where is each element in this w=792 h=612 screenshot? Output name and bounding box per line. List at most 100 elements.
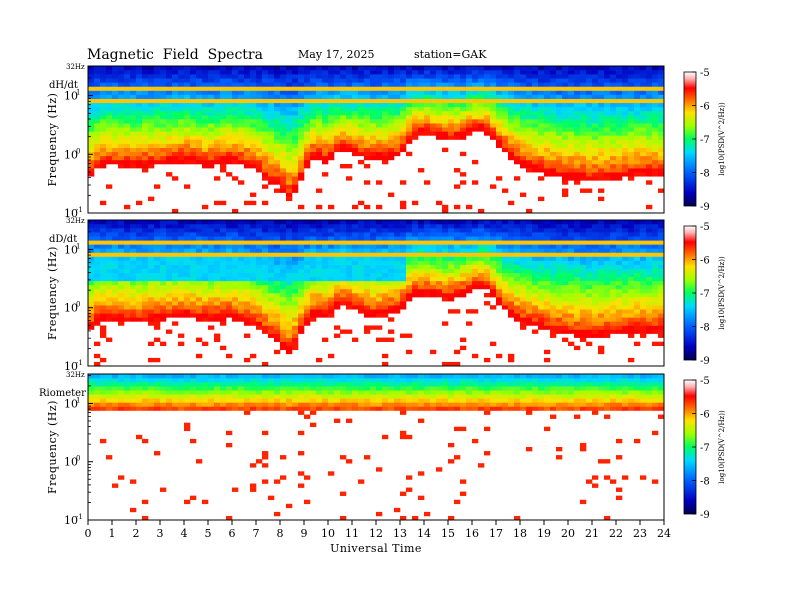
spectrogram-cell <box>268 139 275 144</box>
spectrogram-cell <box>256 94 263 99</box>
spectrogram-cell <box>634 244 641 249</box>
spectrogram-cell <box>148 232 155 237</box>
spectrogram-cell <box>436 256 443 261</box>
spectrogram-cell <box>388 135 395 140</box>
spectrogram-cell <box>340 256 347 261</box>
spectrogram-cell <box>616 293 623 298</box>
spectrogram-cell <box>598 244 605 249</box>
spectrogram-cell <box>226 106 233 112</box>
spectrogram-cell <box>304 82 311 87</box>
spectrogram-cell <box>394 86 401 91</box>
spectrogram-cell <box>196 305 203 310</box>
spectrogram-cell <box>658 66 665 71</box>
spectrogram-cell <box>202 248 209 253</box>
spectrogram-cell <box>100 155 107 161</box>
spectrogram-cell <box>100 90 107 95</box>
y-tick-label: 10 <box>64 360 78 373</box>
spectrogram-cell <box>376 82 383 87</box>
spectrogram-cell <box>604 147 611 153</box>
spectrogram-cell <box>166 305 173 310</box>
spectrogram-cell <box>592 151 599 157</box>
spectrogram-cell <box>616 240 623 245</box>
spectrogram-cell <box>220 86 227 91</box>
spectrogram-cell <box>574 240 581 245</box>
spectrogram-cell <box>94 123 101 128</box>
spectrogram-cell <box>640 74 647 79</box>
spectrogram-cell <box>244 224 251 229</box>
spectrogram-cell <box>298 176 305 181</box>
spectrogram-cell <box>544 70 551 75</box>
spectrogram-cell <box>622 70 629 75</box>
spectrogram-cell <box>538 280 545 286</box>
spectrogram-cell <box>118 119 125 124</box>
spectrogram-cell <box>562 106 569 112</box>
spectrogram-cell <box>328 151 335 157</box>
spectrogram-cell <box>184 143 191 148</box>
spectrogram-cell <box>532 232 539 237</box>
spectrogram-cell <box>256 276 263 282</box>
spectrogram-cell <box>376 288 383 294</box>
spectrogram-cell <box>196 135 203 140</box>
spectrogram-cell <box>616 102 623 108</box>
spectrogram-cell <box>304 151 311 157</box>
spectrogram-cell <box>142 284 149 290</box>
spectrogram-cell <box>370 272 377 278</box>
spectrogram-cell <box>406 123 413 128</box>
spectrogram-cell <box>244 70 251 75</box>
spectrogram-cell <box>610 110 617 116</box>
spectrogram-cell <box>328 98 335 104</box>
spectrogram-cell <box>262 248 269 253</box>
spectrogram <box>88 66 665 214</box>
spectrogram-cell <box>460 288 467 294</box>
spectrogram-cell <box>154 115 161 120</box>
spectrogram-cell <box>622 66 629 71</box>
spectrogram-cell <box>412 131 419 136</box>
spectrogram-cell <box>118 248 125 253</box>
spectrogram-cell <box>634 159 641 165</box>
spectrogram-cell <box>658 333 665 338</box>
spectrogram-cell <box>184 284 191 290</box>
spectrogram-cell <box>610 143 617 148</box>
spectrogram-cell <box>310 220 317 225</box>
spectrogram-cell <box>574 313 581 318</box>
spectrogram-cell <box>394 276 401 282</box>
spectrogram-cell <box>388 147 395 153</box>
spectrogram-cell <box>508 220 515 225</box>
spectrogram-cell <box>214 236 221 241</box>
spectrogram-cell <box>208 115 215 120</box>
spectrogram-cell <box>436 200 443 206</box>
spectrogram-cell <box>520 94 527 99</box>
spectrogram-cell <box>280 305 287 310</box>
spectrogram-cell <box>238 309 245 314</box>
spectrogram-cell <box>412 252 419 257</box>
spectrogram-cell <box>106 280 113 286</box>
spectrogram-cell <box>502 127 509 132</box>
spectrogram-cell <box>556 264 563 269</box>
spectrogram-cell <box>274 180 281 185</box>
spectrogram-cell <box>460 131 467 136</box>
spectrogram-cell <box>526 224 533 229</box>
spectrogram-cell <box>166 147 173 153</box>
colorbar-tick-label: -9 <box>700 202 710 213</box>
spectrogram-cell <box>652 305 659 310</box>
spectrogram-cell <box>436 284 443 290</box>
spectrogram-cell <box>562 131 569 136</box>
spectrogram-cell <box>172 256 179 261</box>
spectrogram-cell <box>310 110 317 116</box>
spectrogram-cell <box>508 236 515 241</box>
spectrogram-cell <box>172 228 179 233</box>
spectrogram-cell <box>424 244 431 249</box>
spectrogram-cell <box>442 90 449 95</box>
spectrogram-cell <box>472 98 479 104</box>
spectrogram-cell <box>502 284 509 290</box>
spectrogram-cell <box>166 127 173 132</box>
spectrogram-cell <box>574 172 581 177</box>
spectrogram-cell <box>520 119 527 124</box>
spectrogram-cell <box>310 131 317 136</box>
spectrogram-cell <box>616 172 623 177</box>
spectrogram-cell <box>592 164 599 169</box>
spectrogram-cell <box>574 123 581 128</box>
spectrogram-cell <box>172 232 179 237</box>
spectrogram-cell <box>304 256 311 261</box>
spectrogram-cell <box>238 240 245 245</box>
